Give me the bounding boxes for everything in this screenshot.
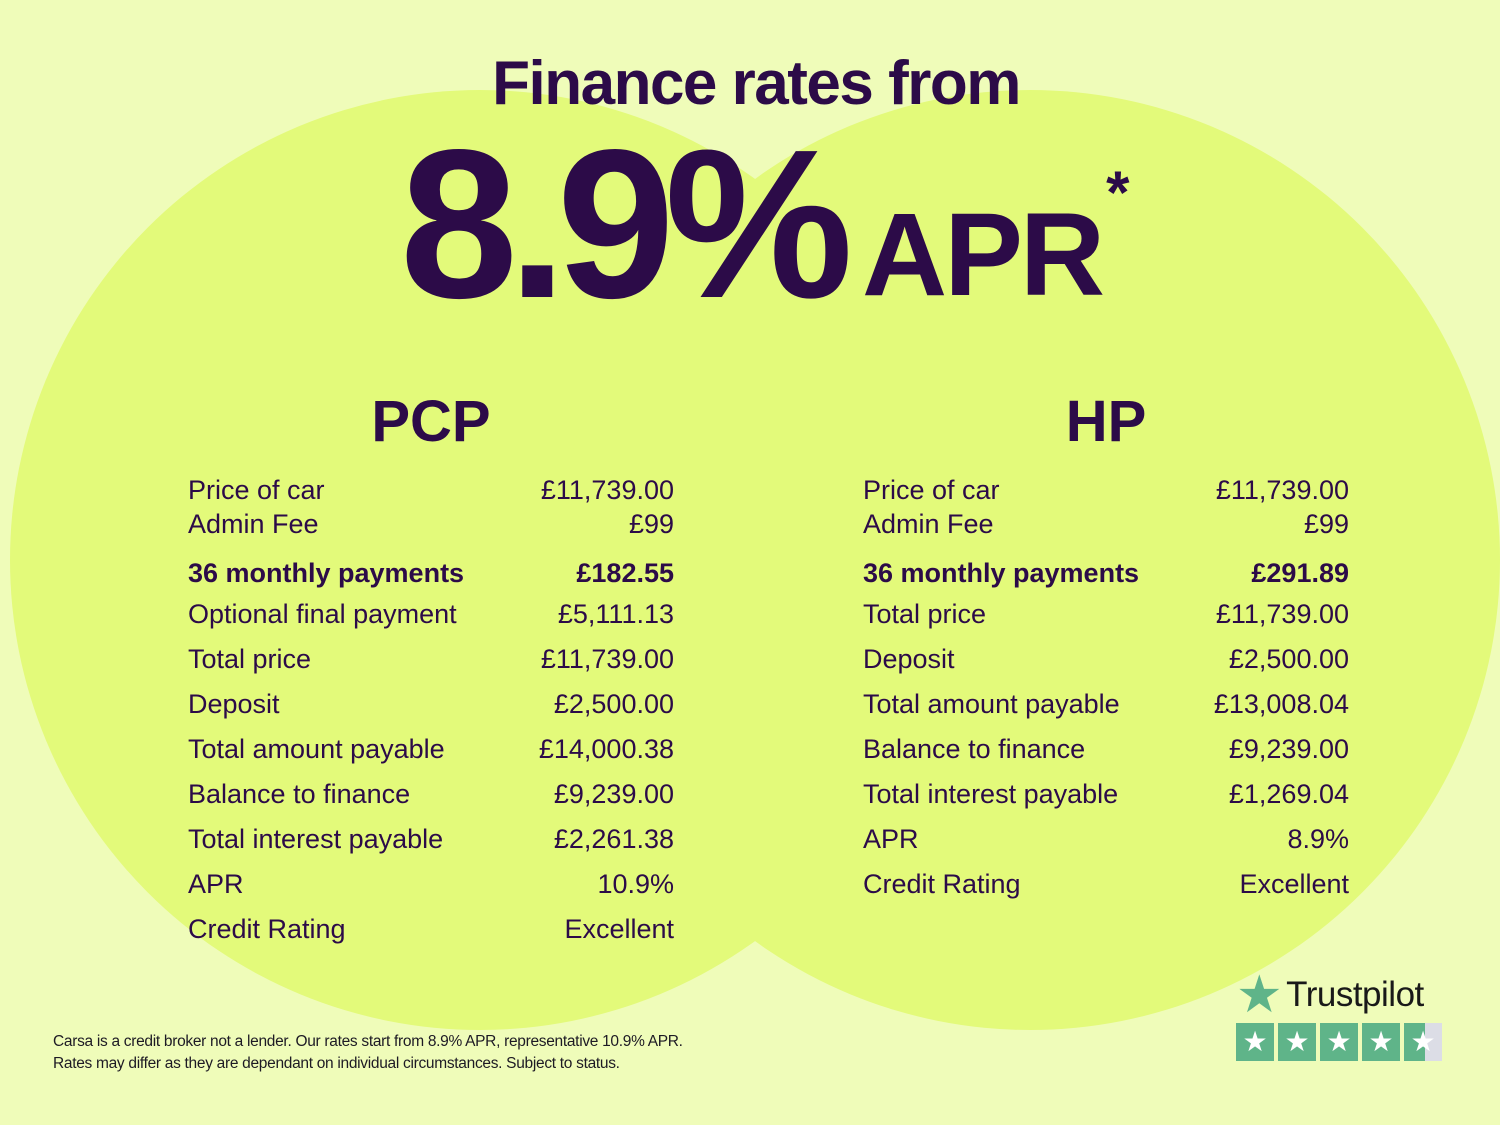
table-row: Total price £11,739.00 xyxy=(188,642,674,687)
row-label: Credit Rating xyxy=(863,869,1021,899)
table-row: Optional final payment £5,111.13 xyxy=(188,597,674,642)
row-value: £11,739.00 xyxy=(540,475,674,505)
row-value: £2,261.38 xyxy=(553,824,674,854)
row-value: £11,739.00 xyxy=(1215,475,1349,505)
star-icon: ★ xyxy=(1236,966,1283,1024)
row-value: 10.9% xyxy=(597,869,674,899)
headline: Finance rates from xyxy=(492,49,1021,118)
rating-star-icon: ★ xyxy=(1278,1023,1316,1061)
row-label: Total interest payable xyxy=(863,779,1119,809)
table-row: APR 8.9% xyxy=(863,822,1349,867)
row-value: £182.55 xyxy=(576,558,674,588)
row-value: £99 xyxy=(628,509,674,539)
row-label: Total price xyxy=(188,644,312,674)
table-row: Total interest payable £1,269.04 xyxy=(863,777,1349,822)
row-value: £5,111.13 xyxy=(557,599,674,629)
row-value: £1,269.04 xyxy=(1228,779,1349,809)
hp-rows: Price of car £11,739.00 Admin Fee £99 36 mon… xyxy=(863,473,1349,912)
asterisk: * xyxy=(1106,158,1129,226)
table-row: APR 10.9% xyxy=(188,867,674,912)
row-label: Balance to finance xyxy=(188,779,411,809)
table-row: 36 monthly payments £291.89 xyxy=(863,552,1349,597)
rating-star-icon: ★ xyxy=(1236,1023,1274,1061)
pcp-title: PCP xyxy=(371,389,491,454)
hp-table: HP Price of car £11,739.00 Admin Fee £99 36 … xyxy=(863,388,1349,912)
table-row: Credit Rating Excellent xyxy=(188,912,674,957)
row-label: APR xyxy=(863,824,919,854)
row-value: £2,500.00 xyxy=(553,689,674,719)
table-row: Total interest payable £2,261.38 xyxy=(188,822,674,867)
trustpilot-logo: ★ Trustpilot xyxy=(1236,966,1442,1024)
row-label: Credit Rating xyxy=(188,914,346,944)
disclaimer-line-2: Rates may differ as they are dependant o… xyxy=(53,1055,620,1072)
table-row: Deposit £2,500.00 xyxy=(863,642,1349,687)
table-row: Balance to finance £9,239.00 xyxy=(863,732,1349,777)
apr-text: APR xyxy=(862,189,1105,321)
apr-label: APR* xyxy=(862,162,1130,314)
row-value: £11,739.00 xyxy=(1215,599,1349,629)
row-value: £9,239.00 xyxy=(1228,734,1349,764)
disclaimer: Carsa is a credit broker not a lender. O… xyxy=(53,1031,683,1075)
rating-star-icon: ★ xyxy=(1404,1023,1442,1061)
table-row: Admin Fee £99 xyxy=(863,507,1349,552)
row-label: Price of car xyxy=(863,475,1000,505)
pcp-rows: Price of car £11,739.00 Admin Fee £99 36 mon… xyxy=(188,473,674,957)
row-value: £14,000.38 xyxy=(538,734,674,764)
table-row: Price of car £11,739.00 xyxy=(188,473,674,507)
row-label: Optional final payment xyxy=(188,599,457,629)
table-row: 36 monthly payments £182.55 xyxy=(188,552,674,597)
row-value: £291.89 xyxy=(1251,558,1349,588)
trustpilot-badge: ★ Trustpilot ★ ★ ★ ★ ★ xyxy=(1236,966,1442,1061)
row-label: Total price xyxy=(863,599,987,629)
table-row: Total amount payable £14,000.38 xyxy=(188,732,674,777)
hp-title: HP xyxy=(1065,389,1147,454)
table-row: Total price £11,739.00 xyxy=(863,597,1349,642)
row-label: Deposit xyxy=(188,689,280,719)
table-row: Credit Rating Excellent xyxy=(863,867,1349,912)
row-label: APR xyxy=(188,869,244,899)
row-label: 36 monthly payments xyxy=(863,558,1140,588)
rate-value: 8.9% xyxy=(400,105,853,342)
row-label: Total amount payable xyxy=(863,689,1120,719)
trustpilot-rating: ★ ★ ★ ★ ★ xyxy=(1236,1023,1442,1061)
trustpilot-name: Trustpilot xyxy=(1286,975,1424,1014)
row-label: Deposit xyxy=(863,644,955,674)
row-value: £11,739.00 xyxy=(540,644,674,674)
row-label: Balance to finance xyxy=(863,734,1086,764)
row-label: Total amount payable xyxy=(188,734,445,764)
row-value: 8.9% xyxy=(1287,824,1349,854)
row-value: Excellent xyxy=(1239,869,1349,899)
table-row: Price of car £11,739.00 xyxy=(863,473,1349,507)
row-label: Admin Fee xyxy=(188,509,319,539)
row-label: Price of car xyxy=(188,475,325,505)
table-row: Deposit £2,500.00 xyxy=(188,687,674,732)
rating-star-icon: ★ xyxy=(1362,1023,1400,1061)
row-value: £2,500.00 xyxy=(1228,644,1349,674)
pcp-table: PCP Price of car £11,739.00 Admin Fee £99 36… xyxy=(188,388,674,957)
disclaimer-line-1: Carsa is a credit broker not a lender. O… xyxy=(53,1033,683,1050)
row-label: 36 monthly payments xyxy=(188,558,465,588)
row-value: £99 xyxy=(1303,509,1349,539)
background-circle-right xyxy=(560,90,1500,1030)
table-row: Total amount payable £13,008.04 xyxy=(863,687,1349,732)
row-value: £13,008.04 xyxy=(1213,689,1349,719)
row-label: Total interest payable xyxy=(188,824,444,854)
row-label: Admin Fee xyxy=(863,509,994,539)
row-value: £9,239.00 xyxy=(553,779,674,809)
table-row: Admin Fee £99 xyxy=(188,507,674,552)
row-value: Excellent xyxy=(564,914,674,944)
rating-star-icon: ★ xyxy=(1320,1023,1358,1061)
table-row: Balance to finance £9,239.00 xyxy=(188,777,674,822)
